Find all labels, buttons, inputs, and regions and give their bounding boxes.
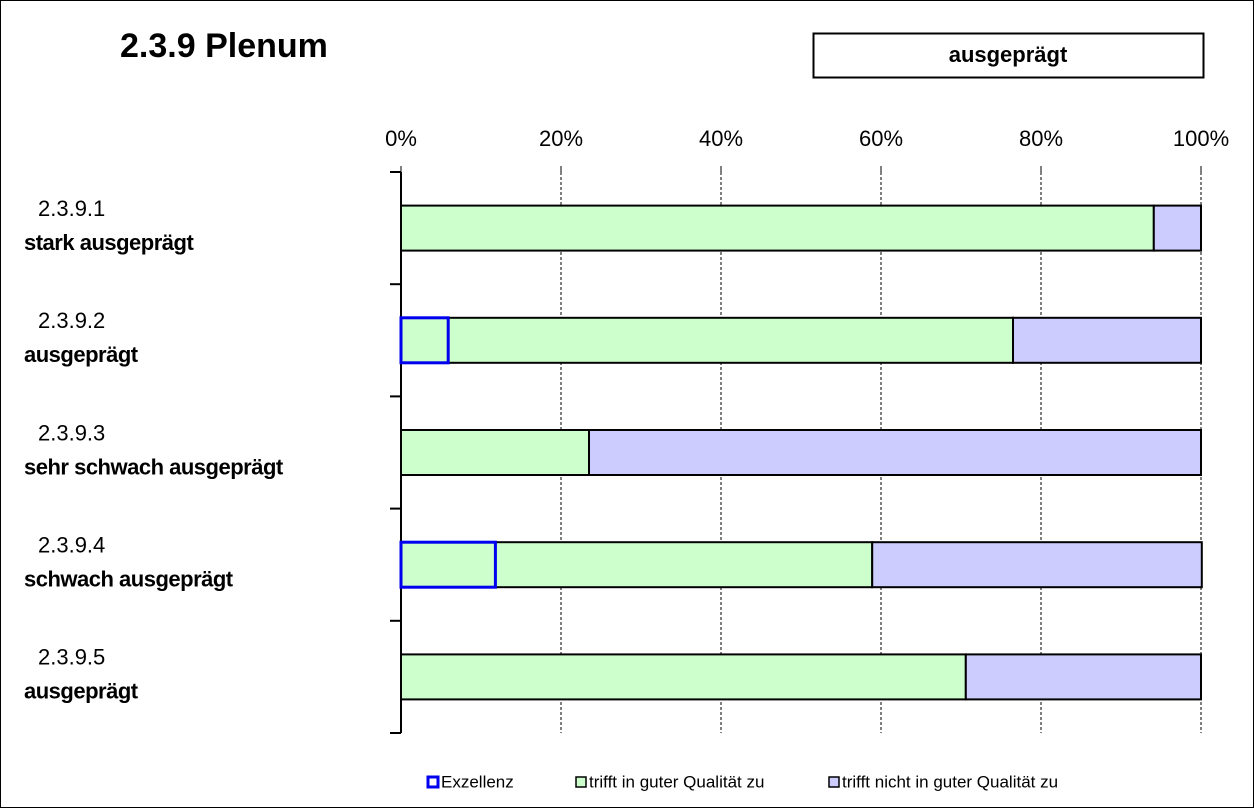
- category-label: 2.3.9.1: [38, 196, 105, 221]
- category-rating: ausgeprägt: [24, 679, 139, 704]
- bar-segment: [494, 541, 874, 589]
- bar-segment: [447, 316, 1014, 364]
- chart-subtitle: ausgeprägt: [949, 42, 1068, 67]
- legend-label: trifft nicht in guter Qualität zu: [842, 772, 1058, 791]
- x-tick-label: 60%: [859, 126, 903, 151]
- category-rating: ausgeprägt: [24, 342, 139, 367]
- chart-title: 2.3.9 Plenum: [120, 27, 328, 65]
- category-rating: sehr schwach ausgeprägt: [24, 454, 284, 479]
- category-rating: stark ausgeprägt: [24, 230, 194, 255]
- bar-segment: [400, 204, 1155, 252]
- bar-segment: [871, 541, 1203, 589]
- bar-segment: [399, 540, 497, 589]
- category-label: 2.3.9.3: [38, 420, 105, 445]
- category-label: 2.3.9.4: [38, 533, 105, 558]
- legend-label: Exzellenz: [441, 772, 514, 791]
- bar-segment: [400, 429, 590, 476]
- legend-swatch: [426, 775, 440, 789]
- x-tick-label: 20%: [539, 126, 583, 151]
- bar-segment: [588, 429, 1202, 476]
- x-tick-label: 100%: [1173, 126, 1229, 151]
- legend-swatch: [828, 776, 840, 788]
- bar-segment: [964, 653, 1202, 701]
- x-tick-label: 0%: [385, 126, 417, 151]
- x-tick-label: 80%: [1019, 126, 1063, 151]
- legend-label: trifft in guter Qualität zu: [589, 772, 764, 791]
- category-label: 2.3.9.5: [38, 645, 105, 670]
- bar-segment: [1152, 204, 1203, 252]
- subtitle-box: [812, 32, 1205, 79]
- bar-segment: [400, 653, 967, 701]
- bar-segment: [1012, 316, 1202, 364]
- x-tick-label: 40%: [699, 126, 743, 151]
- legend-swatch: [575, 776, 587, 788]
- category-rating: schwach ausgeprägt: [24, 567, 234, 592]
- bar-segment: [399, 316, 450, 365]
- category-label: 2.3.9.2: [38, 308, 105, 333]
